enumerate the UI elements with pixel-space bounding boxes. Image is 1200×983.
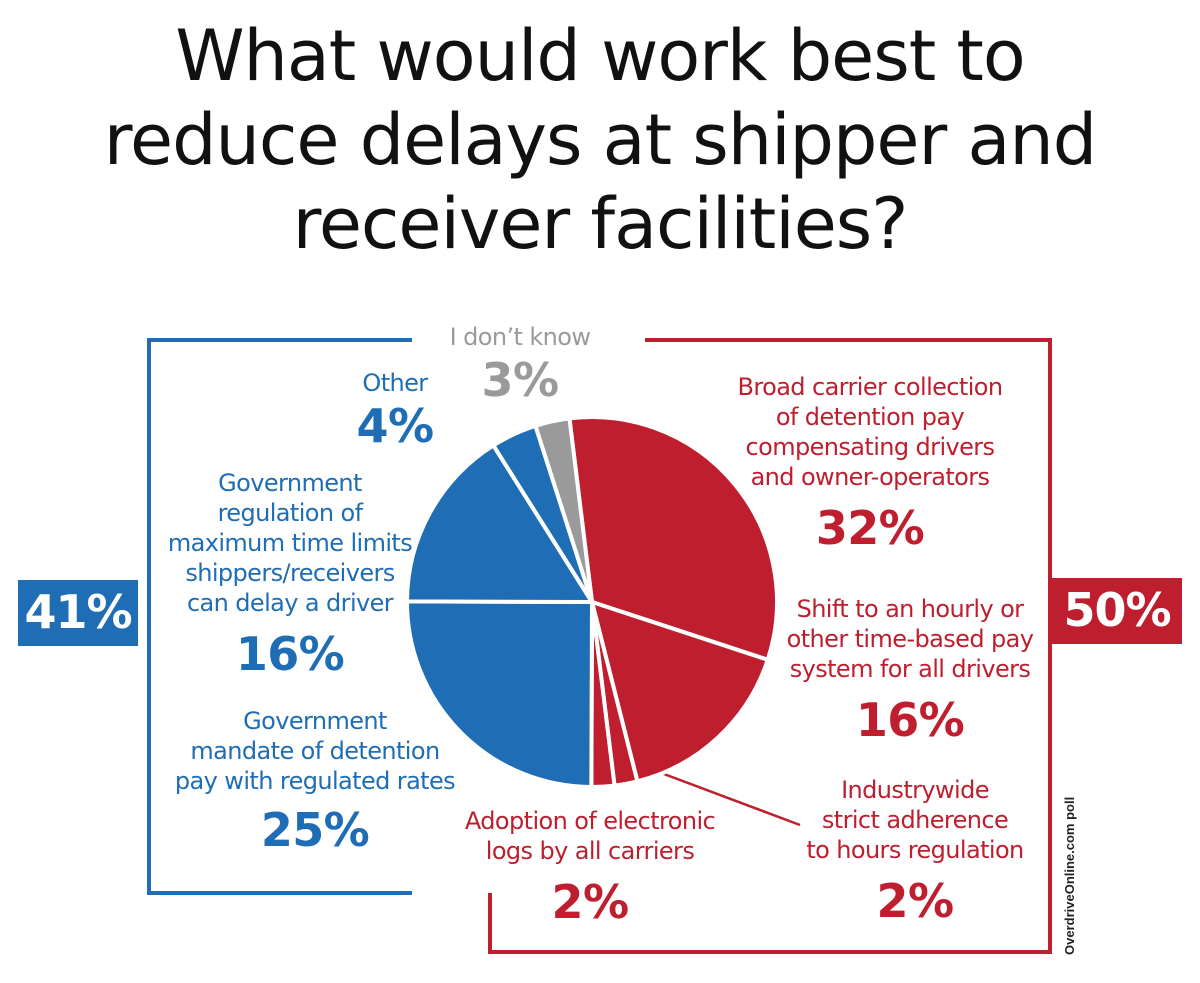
value-label: 16%	[235, 627, 345, 681]
blue-bracket	[147, 338, 412, 895]
label-line: of detention pay	[775, 403, 965, 431]
label-electronic-logs: Adoption of electronic logs by all carri…	[455, 806, 725, 930]
label-line: pay with regulated rates	[174, 767, 456, 795]
blue-total-badge: 41%	[18, 580, 138, 646]
label-line: maximum time limits	[167, 529, 413, 557]
label-line: shippers/receivers	[185, 559, 395, 587]
value-label: 3%	[481, 353, 560, 407]
label-line: mandate of detention	[190, 737, 440, 765]
label-line: Industrywide	[841, 776, 989, 804]
label-line: compensating drivers	[745, 433, 996, 461]
source-credit: OverdriveOnline.com poll	[1062, 796, 1077, 955]
pie-slice-gov-mandate	[405, 599, 594, 789]
label-line: I don’t know	[449, 323, 591, 351]
label-line: system for all drivers	[789, 655, 1031, 683]
pie	[405, 415, 779, 789]
label-line: Adoption of electronic	[464, 807, 716, 835]
chart-title: What would work best to reduce delays at…	[0, 14, 1200, 266]
label-line: strict adherence	[821, 806, 1009, 834]
label-line: Shift to an hourly or	[796, 595, 1024, 623]
label-hourly-pay: Shift to an hourly or other time-based p…	[775, 594, 1045, 748]
pie-slice-dont-know	[533, 416, 594, 604]
red-bracket	[488, 338, 1052, 954]
label-gov-mandate: Government mandate of detention pay with…	[170, 706, 460, 858]
pie-slice-hourly-pay	[590, 600, 770, 784]
label-line: Other	[362, 369, 428, 397]
label-line: to hours regulation	[806, 836, 1024, 864]
label-line: regulation of	[217, 499, 363, 527]
label-dont-know: I don’t know 3%	[440, 322, 600, 408]
label-broad-carrier: Broad carrier collection of detention pa…	[730, 372, 1010, 556]
label-line: logs by all carriers	[485, 837, 695, 865]
value-label: 2%	[551, 875, 630, 929]
value-label: 16%	[855, 693, 965, 747]
title-line: What would work best to	[175, 15, 1025, 97]
label-line: Government	[243, 707, 387, 735]
label-line: Broad carrier collection	[737, 373, 1004, 401]
label-line: other time-based pay	[786, 625, 1034, 653]
leader-line	[647, 766, 801, 827]
value-label: 2%	[876, 874, 955, 928]
label-line: Government	[218, 469, 362, 497]
label-line: can delay a driver	[186, 589, 394, 617]
value-label: 4%	[356, 399, 435, 453]
pie-slice-broad-carrier	[567, 415, 779, 662]
label-gov-regulation: Government regulation of maximum time li…	[160, 468, 420, 682]
label-line: and owner-operators	[750, 463, 990, 491]
pie-slice-gov-regulation	[405, 443, 594, 604]
value-label: 25%	[260, 803, 370, 857]
label-industrywide: Industrywide strict adherence to hours r…	[790, 775, 1040, 929]
title-line: reduce delays at shipper and	[103, 99, 1097, 181]
value-label: 32%	[815, 501, 925, 555]
red-total-badge: 50%	[1052, 578, 1182, 644]
title-line: receiver facilities?	[292, 183, 909, 265]
label-other: Other 4%	[335, 368, 455, 454]
